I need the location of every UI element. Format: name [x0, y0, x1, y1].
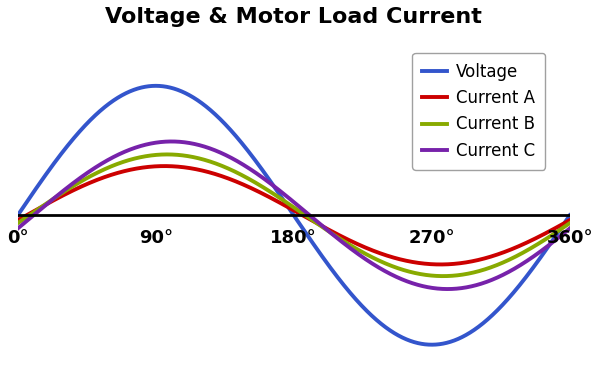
Current B: [440, 274, 447, 278]
Current A: [566, 218, 574, 222]
Current C: [14, 226, 22, 231]
Voltage: [566, 213, 574, 218]
Current B: [14, 221, 22, 225]
Current A: [283, 204, 290, 209]
Legend: Voltage, Current A, Current B, Current C: Voltage, Current A, Current B, Current C: [412, 53, 545, 170]
Current C: [444, 287, 451, 291]
Current C: [566, 226, 574, 231]
Text: 270°: 270°: [409, 229, 455, 247]
Voltage: [550, 236, 557, 241]
Text: 90°: 90°: [139, 229, 173, 247]
Current A: [268, 196, 275, 201]
Current B: [43, 202, 50, 206]
Current B: [268, 190, 275, 195]
Text: 0°: 0°: [7, 229, 29, 247]
Voltage: [428, 343, 435, 347]
Current A: [43, 202, 50, 207]
Current B: [449, 273, 457, 278]
Line: Voltage: Voltage: [18, 86, 570, 345]
Current C: [551, 239, 558, 243]
Voltage: [268, 181, 275, 185]
Voltage: [551, 236, 558, 240]
Line: Current A: Current A: [18, 166, 570, 265]
Voltage: [43, 172, 50, 177]
Current C: [43, 203, 50, 207]
Current C: [168, 139, 175, 144]
Current A: [14, 218, 22, 222]
Current B: [566, 221, 574, 225]
Line: Current B: Current B: [18, 154, 570, 276]
Line: Current C: Current C: [18, 141, 570, 289]
Current A: [550, 227, 557, 231]
Voltage: [14, 213, 22, 218]
Current B: [551, 231, 558, 236]
Text: 180°: 180°: [271, 229, 317, 247]
Current B: [283, 200, 290, 205]
Current C: [550, 239, 557, 243]
Current C: [283, 194, 290, 199]
Voltage: [449, 339, 457, 343]
Current B: [164, 152, 171, 157]
Current B: [550, 232, 557, 236]
Voltage: [283, 202, 290, 207]
Title: Voltage & Motor Load Current: Voltage & Motor Load Current: [106, 7, 482, 27]
Current A: [551, 226, 558, 231]
Current A: [449, 262, 457, 266]
Current A: [161, 164, 168, 168]
Current C: [449, 286, 457, 291]
Current A: [437, 262, 444, 267]
Voltage: [152, 84, 160, 88]
Current C: [268, 182, 275, 187]
Text: 360°: 360°: [547, 229, 593, 247]
